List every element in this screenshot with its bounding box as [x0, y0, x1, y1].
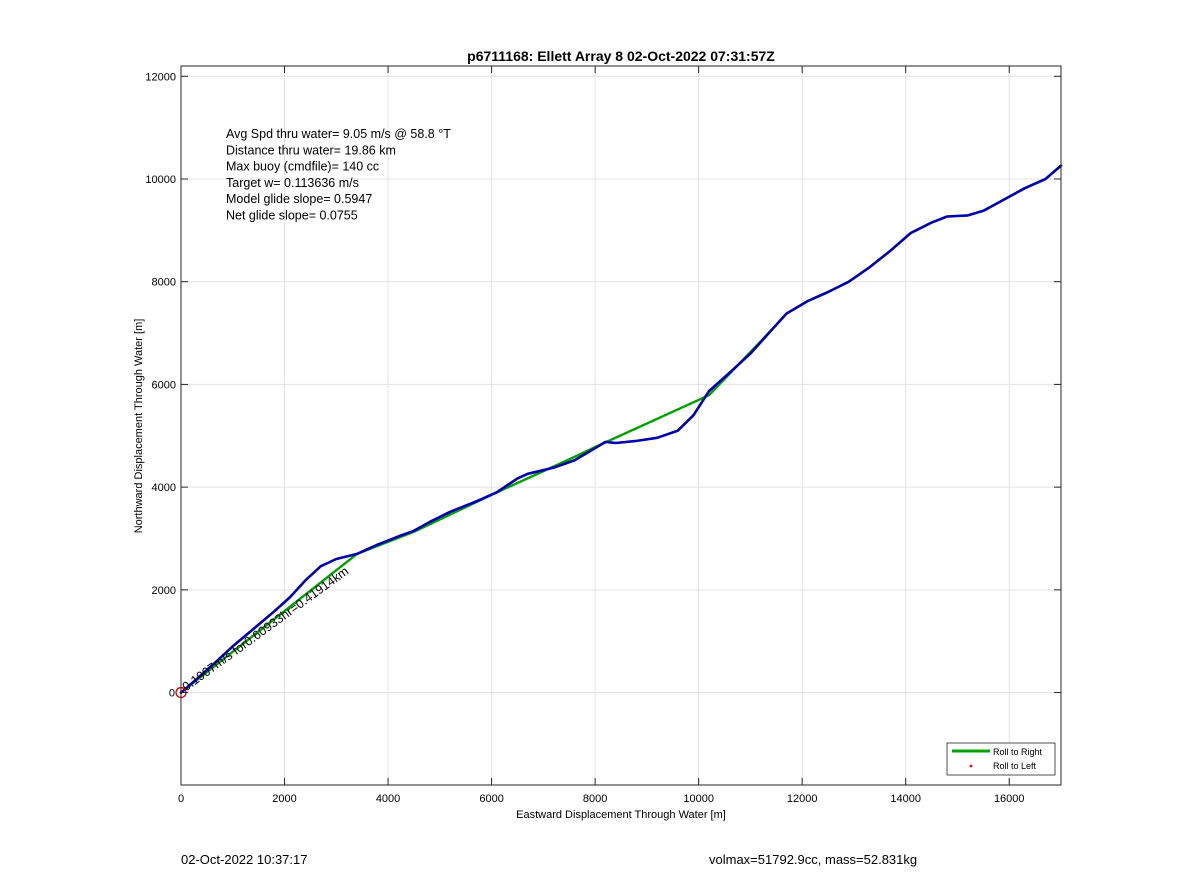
stats-annotation-line: Target w= 0.113636 m/s [226, 176, 359, 190]
chart-title: p6711168: Ellett Array 8 02-Oct-2022 07:… [467, 48, 775, 64]
stats-annotation-line: Distance thru water= 19.86 km [226, 143, 396, 157]
stats-annotations: Avg Spd thru water= 9.05 m/s @ 58.8 °T Di… [226, 127, 451, 223]
stats-annotation-line: Net glide slope= 0.0755 [226, 209, 358, 223]
legend-swatch-roll-left [969, 764, 973, 768]
x-tick-label: 8000 [583, 793, 607, 805]
y-tick-label: 8000 [152, 277, 176, 289]
y-tick-label: 2000 [152, 585, 176, 597]
x-tick-label: 4000 [376, 793, 400, 805]
plot-series [179, 164, 1063, 694]
legend-label-roll-left: Roll to Left [993, 761, 1037, 771]
plot-frame [180, 65, 1062, 786]
grid-lines [180, 66, 1061, 785]
y-tick-label: 4000 [152, 482, 176, 494]
plot-area [181, 66, 1061, 785]
x-axis-label: Eastward Displacement Through Water [m] [516, 809, 726, 821]
legend-box [946, 742, 1056, 776]
x-tick-label: 14000 [890, 793, 921, 805]
y-tick-label: 6000 [152, 379, 176, 391]
x-tick-label: 10000 [683, 793, 714, 805]
legend-label-roll-right: Roll to Right [993, 747, 1043, 757]
series-line-track [179, 164, 1063, 694]
footer-timestamp: 02-Oct-2022 10:37:17 [181, 852, 308, 867]
x-tick-label: 12000 [787, 793, 818, 805]
legend: Roll to Right Roll to Left [946, 742, 1056, 776]
x-tick-label: 0 [178, 793, 184, 805]
axis-ticks: 0 2000 4000 6000 8000 10000 12000 14000 16000 200… [145, 66, 1061, 805]
y-tick-label: 12000 [145, 71, 176, 83]
start-marker-label: 0 [169, 688, 175, 700]
y-axis-label: Northward Displacement Through Water [m] [133, 319, 145, 534]
x-tick-label: 16000 [994, 793, 1025, 805]
y-tick-label: 10000 [145, 174, 176, 186]
stats-annotation-line: Avg Spd thru water= 9.05 m/s @ 58.8 °T [226, 127, 451, 141]
stats-annotation-line: Max buoy (cmdfile)= 140 cc [226, 160, 379, 174]
x-tick-label: 2000 [272, 793, 296, 805]
x-tick-label: 6000 [479, 793, 503, 805]
footer-volmax-mass: volmax=51792.9cc, mass=52.831kg [709, 852, 918, 867]
stats-annotation-line: Model glide slope= 0.5947 [226, 192, 372, 206]
